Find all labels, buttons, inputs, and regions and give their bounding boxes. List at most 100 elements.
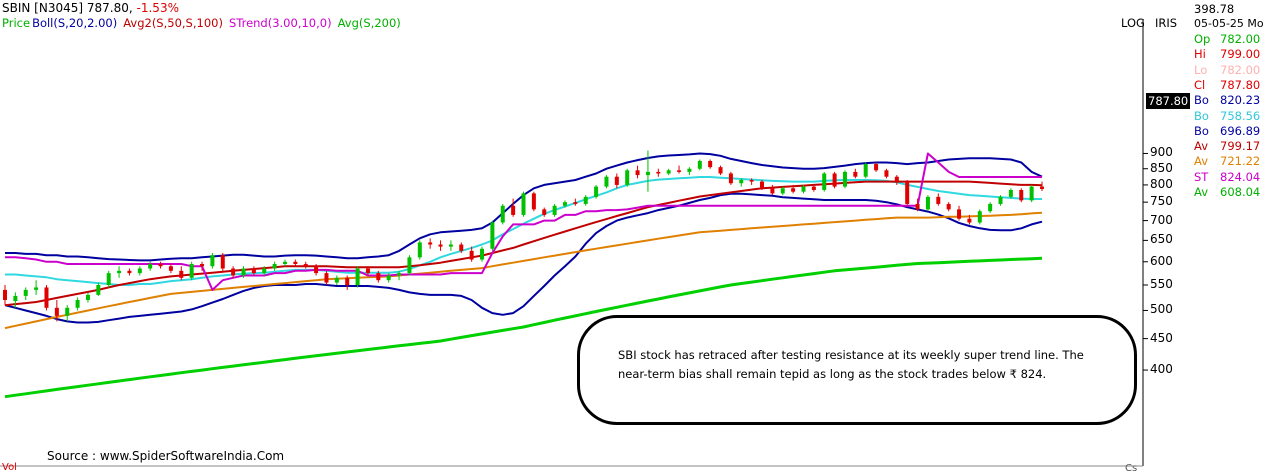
candle (85, 292, 90, 303)
candle (65, 305, 70, 322)
candle-body (23, 289, 28, 296)
candle (345, 275, 350, 290)
candle (272, 261, 277, 271)
candle-body (386, 275, 391, 281)
candle-body (179, 270, 184, 278)
candle (376, 270, 381, 283)
candle-body (158, 263, 163, 267)
candle (189, 261, 194, 281)
candle-body (117, 270, 122, 274)
candle (957, 205, 962, 221)
info-row: Bo 820.23 (1194, 93, 1260, 107)
info-row-value: 787.80 (1220, 77, 1261, 92)
candle (770, 184, 775, 196)
y-tick-label: 650 (1150, 232, 1173, 247)
candle-body (1008, 189, 1013, 197)
candle (687, 167, 692, 176)
candle-body (262, 268, 267, 274)
candle (894, 175, 899, 185)
info-row-key: Cl (1194, 77, 1206, 92)
candle (656, 168, 661, 177)
candle-body (397, 273, 402, 276)
candle (448, 240, 453, 251)
candle (1029, 184, 1034, 203)
info-row-value: 608.04 (1220, 185, 1261, 199)
candle (998, 195, 1003, 206)
candle-body (697, 160, 702, 169)
candle-body (677, 170, 682, 172)
info-row-value: 799.00 (1220, 47, 1261, 62)
candle-body (894, 176, 899, 182)
series-supertrend (5, 152, 1042, 291)
candle (842, 170, 847, 189)
candle-body (13, 295, 18, 302)
analysis-note-text: SBI stock has retraced after testing res… (618, 348, 1084, 381)
candle-body (189, 263, 194, 278)
info-row-value: 696.89 (1220, 123, 1261, 138)
candle (13, 292, 18, 308)
info-row: Lo 782.00 (1194, 63, 1260, 77)
candle (106, 270, 111, 288)
candle-body (645, 171, 650, 176)
candle-body (874, 164, 879, 171)
candle-body (718, 167, 723, 174)
candle-body (85, 294, 90, 300)
candle (749, 178, 754, 185)
candle (117, 266, 122, 278)
candle-body (200, 263, 205, 267)
candle (469, 246, 474, 262)
candle (137, 266, 142, 276)
candle (417, 240, 422, 260)
candle-body (438, 244, 443, 247)
candle (158, 261, 163, 269)
candle-body (3, 289, 7, 300)
candle (946, 202, 951, 212)
source-label: Source : www.SpiderSoftwareIndia.Com (47, 449, 285, 463)
candle-body (500, 205, 505, 223)
candle-body (303, 263, 308, 267)
candle (324, 270, 329, 285)
info-row-key: Hi (1194, 47, 1206, 62)
candle-body (490, 222, 495, 249)
candle (480, 246, 485, 262)
y-tick-label: 750 (1150, 194, 1173, 209)
candle-body (562, 202, 567, 206)
candle (822, 171, 827, 192)
candle-body (231, 268, 236, 276)
candle (739, 178, 744, 187)
candle (200, 261, 205, 271)
candle-body (842, 171, 847, 187)
info-row: Bo 758.56 (1194, 109, 1260, 123)
candle (459, 242, 464, 254)
candle-body (272, 263, 277, 269)
candle (428, 238, 433, 249)
candle-body (1029, 186, 1034, 201)
info-row: Bo 696.89 (1194, 124, 1260, 138)
candle-body (376, 273, 381, 281)
candle-body (428, 242, 433, 245)
y-tick-label: 400 (1150, 362, 1173, 377)
candle (334, 275, 339, 285)
candle (438, 240, 443, 251)
candle-body (666, 170, 671, 174)
candle (583, 195, 588, 206)
candle-body (749, 179, 754, 182)
candle-body (925, 196, 930, 210)
series-avg200 (4, 256, 1043, 399)
candle-body (210, 255, 215, 267)
candle-body (832, 173, 837, 187)
series-avg100 (4, 211, 1043, 330)
candle-body (594, 186, 599, 197)
iris-label: IRIS (1155, 16, 1178, 30)
candle-body (884, 170, 889, 177)
candle-body (148, 263, 153, 269)
info-row: Hi 799.00 (1194, 47, 1260, 61)
candle (697, 159, 702, 171)
candle (282, 259, 287, 267)
legend-boll: Boll(S,20,2.00) (32, 16, 118, 30)
candle (23, 287, 28, 300)
candle-body (936, 196, 941, 204)
candle (511, 198, 516, 217)
candle-body (770, 188, 775, 194)
